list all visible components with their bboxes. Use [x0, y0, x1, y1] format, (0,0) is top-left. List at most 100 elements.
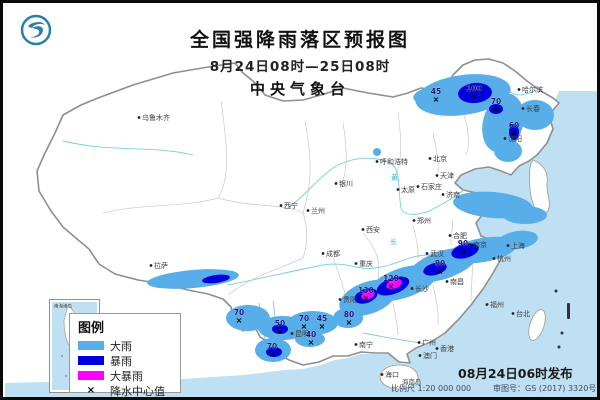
city-dot — [290, 332, 294, 335]
city-label: 西安 — [366, 225, 380, 234]
city-dot — [441, 193, 445, 196]
approval-number: 审图号：GS (2017) 3320号 — [493, 384, 597, 393]
precip-center-x-icon: × — [437, 267, 444, 276]
city-label: 兰州 — [311, 206, 325, 215]
city-label: 昆明 — [295, 330, 309, 338]
precip-center-x-icon: × — [346, 318, 353, 327]
precip-center-x-icon: × — [433, 95, 440, 104]
precip-center-x-icon: × — [319, 322, 326, 331]
city-label: 呼和浩特 — [380, 157, 408, 166]
precip-center-x-icon: × — [236, 316, 243, 325]
city-label: 杭州 — [497, 254, 511, 263]
city-dot — [149, 264, 153, 267]
city-label: 郑州 — [417, 217, 431, 225]
rain-center-values-layer: 45×100×70×60×90×80×120×130×80×70×45×40×5… — [234, 84, 520, 359]
city-dot — [485, 303, 489, 306]
city-dot — [375, 160, 379, 163]
city-dot — [354, 262, 358, 265]
city-dot — [511, 312, 515, 315]
island-label: 海南岛 — [402, 377, 422, 386]
city-label: 台北 — [516, 309, 530, 318]
inset-label: 南海诸岛 — [54, 303, 73, 310]
city-dot — [416, 185, 420, 188]
rain-center-value: 120 — [383, 274, 399, 283]
city-label: 福州 — [490, 300, 504, 309]
city-dot — [306, 209, 310, 212]
legend: 图例 大雨 暴雨 大暴雨 × 降水中心值 — [69, 313, 181, 397]
ryukyu-islands — [554, 289, 570, 349]
precip-center-x-icon: × — [269, 350, 276, 359]
city-dot — [506, 244, 510, 247]
city-label: 天津 — [440, 172, 454, 180]
rain-center-value: 80 — [435, 259, 445, 268]
city-dot — [279, 204, 283, 207]
precip-center-x-icon: × — [388, 282, 395, 291]
rainstorm-label: 暴雨 — [110, 354, 132, 368]
rain-center-value: 40 — [306, 330, 316, 339]
rain-center-value: 100 — [466, 84, 482, 93]
river-label: 黄 — [391, 173, 398, 182]
city-label: 南昌 — [450, 277, 464, 286]
city-label: 银川 — [339, 179, 353, 188]
precip-center-x-icon: × — [363, 294, 370, 303]
city-label: 香港 — [440, 344, 454, 353]
heavy-rainstorm-label: 大暴雨 — [110, 369, 143, 383]
city-dot — [428, 157, 432, 160]
legend-row-rainstorm: 暴雨 — [78, 353, 180, 368]
sea-area — [5, 91, 597, 397]
city-label: 上海 — [511, 241, 525, 250]
city-label: 南京 — [473, 240, 487, 249]
city-dot — [418, 354, 422, 357]
rain-center-value: 80 — [344, 310, 354, 319]
precip-center-x-icon: × — [301, 322, 308, 331]
rain-center-value: 45 — [317, 314, 327, 323]
city-label: 长春 — [526, 104, 540, 113]
cma-logo-icon — [20, 14, 52, 46]
heavy-rain-label: 大雨 — [110, 339, 132, 353]
taiwan-island — [528, 309, 546, 341]
rain-center-value: 90 — [458, 239, 468, 248]
precip-center-x-icon: × — [277, 327, 284, 336]
legend-row-center-value: × 降水中心值 — [78, 383, 180, 398]
province-boundaries — [102, 97, 504, 336]
city-label: 北京 — [433, 154, 447, 163]
rain-center-value: 50 — [275, 319, 285, 328]
city-dot — [137, 116, 141, 119]
city-dot — [417, 341, 421, 344]
hainan-island — [379, 364, 419, 390]
map-scale: 比例尺 1:20 000 000 — [391, 384, 472, 393]
city-label: 海口 — [385, 370, 399, 379]
city-label: 西宁 — [284, 201, 298, 210]
rain-center-value: 70 — [267, 342, 277, 351]
city-label: 贵阳 — [343, 295, 357, 304]
center-value-label: 降水中心值 — [110, 384, 165, 398]
legend-row-heavy-rainstorm: 大暴雨 — [78, 368, 180, 383]
legend-row-heavy-rain: 大雨 — [78, 338, 180, 353]
city-dot — [321, 252, 325, 255]
city-label: 乌鲁木齐 — [142, 113, 170, 122]
city-dot — [445, 280, 449, 283]
city-label: 南宁 — [359, 340, 373, 349]
city-label: 石家庄 — [421, 182, 442, 191]
city-label: 澳门 — [423, 351, 437, 360]
city-dot — [354, 343, 358, 346]
city-dot — [380, 373, 384, 376]
city-label: 哈尔滨 — [522, 85, 543, 94]
rain-heavy-rainstorm-areas — [361, 278, 402, 300]
city-label: 拉萨 — [154, 261, 168, 270]
rain-center-value: 60 — [509, 121, 519, 130]
rain-center-value: 45 — [431, 87, 441, 96]
precip-center-x-icon: × — [471, 92, 478, 101]
city-dot — [521, 107, 525, 110]
area-labels-layer: 海南岛 黄长 — [390, 173, 422, 386]
city-dot — [492, 257, 496, 260]
city-dot — [435, 347, 439, 350]
heavy-rain-swatch — [78, 341, 104, 350]
city-label: 合肥 — [453, 231, 467, 240]
city-label: 济南 — [446, 190, 460, 199]
city-label: 广州 — [422, 338, 436, 347]
city-dot — [412, 219, 416, 222]
